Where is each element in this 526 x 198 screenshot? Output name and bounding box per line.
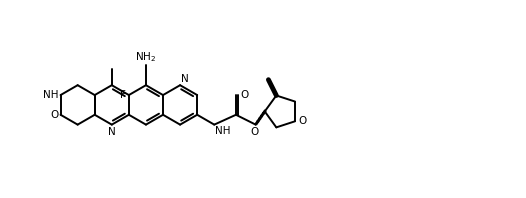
Text: N: N bbox=[108, 127, 116, 137]
Text: O: O bbox=[240, 90, 248, 100]
Text: NH$_2$: NH$_2$ bbox=[135, 51, 157, 65]
Text: O: O bbox=[298, 116, 306, 126]
Text: N: N bbox=[181, 74, 189, 84]
Text: NH: NH bbox=[215, 126, 231, 136]
Text: F: F bbox=[120, 90, 126, 100]
Text: O: O bbox=[250, 127, 259, 137]
Text: O: O bbox=[50, 110, 58, 120]
Text: NH: NH bbox=[43, 90, 58, 100]
